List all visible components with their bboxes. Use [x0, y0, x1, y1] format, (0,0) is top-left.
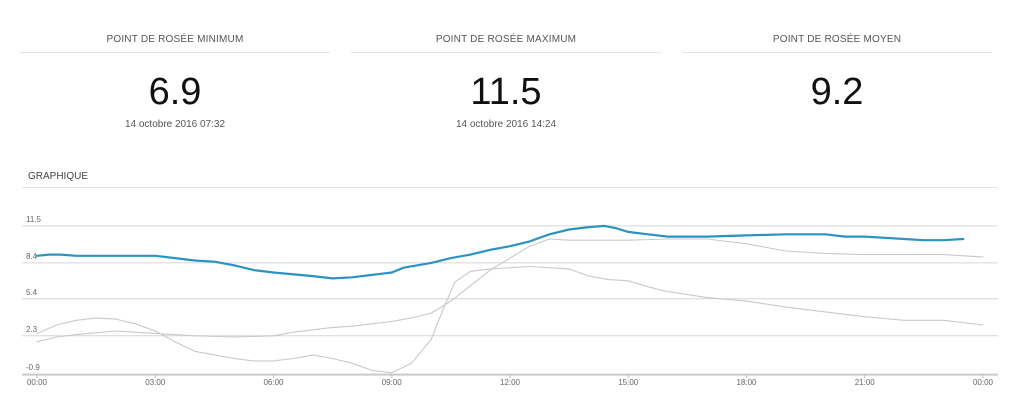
stat-label: POINT DE ROSÉE MOYEN: [772, 34, 902, 45]
stat-date: 14 octobre 2016 14:24: [455, 119, 557, 130]
x-tick-label: 21:00: [855, 378, 876, 387]
y-tick-label: 5.4: [26, 288, 38, 297]
divider: [351, 52, 661, 53]
stat-label: POINT DE ROSÉE MINIMUM: [106, 34, 244, 45]
y-tick-label: -0.9: [26, 363, 40, 372]
x-tick-label: 00:00: [973, 378, 994, 387]
stat-average: POINT DE ROSÉE MOYEN 9.2: [682, 0, 992, 150]
stat-minimum: POINT DE ROSÉE MINIMUM 6.9 14 octobre 20…: [20, 0, 330, 150]
y-tick-label: 2.3: [26, 325, 38, 334]
stat-label: POINT DE ROSÉE MAXIMUM: [435, 34, 577, 45]
divider: [682, 52, 992, 53]
stats-panel: POINT DE ROSÉE MINIMUM 6.9 14 octobre 20…: [0, 0, 1024, 150]
stat-maximum: POINT DE ROSÉE MAXIMUM 11.5 14 octobre 2…: [351, 0, 661, 150]
divider: [22, 187, 998, 188]
stat-value: 9.2: [810, 71, 864, 113]
chart-title: GRAPHIQUE: [28, 171, 89, 182]
stat-value: 11.5: [470, 71, 542, 113]
stat-value: 6.9: [148, 71, 202, 113]
x-tick-label: 03:00: [145, 378, 166, 387]
stat-date: 14 octobre 2016 07:32: [124, 119, 226, 130]
x-tick-label: 00:00: [27, 378, 48, 387]
x-tick-label: 18:00: [736, 378, 757, 387]
divider: [20, 52, 330, 53]
x-tick-label: 12:00: [500, 378, 521, 387]
y-tick-label: 8.4: [26, 252, 38, 261]
x-tick-label: 15:00: [618, 378, 639, 387]
series-line-secondary: [36, 238, 984, 343]
series-line-secondary: [36, 265, 984, 374]
series-line-main: [35, 224, 965, 280]
x-tick-label: 09:00: [382, 378, 403, 387]
y-tick-label: 11.5: [26, 215, 42, 224]
x-tick-label: 06:00: [263, 378, 284, 387]
